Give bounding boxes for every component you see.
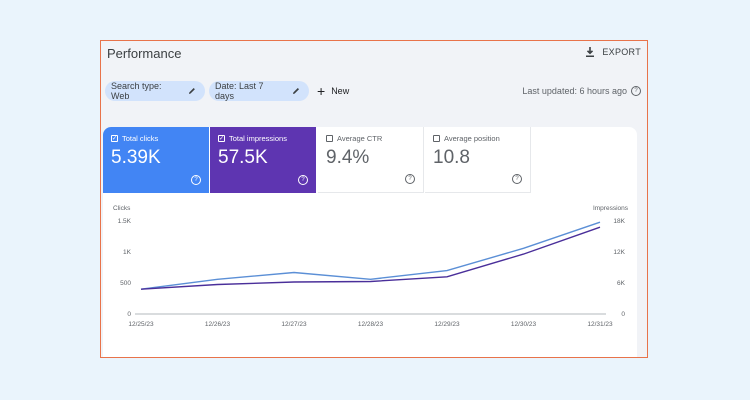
x-tick-label: 12/29/23 [434,321,460,328]
export-button[interactable]: EXPORT [584,46,641,58]
filter-toolbar: Search type: Web Date: Last 7 days + New… [105,81,643,103]
series-line-total-impressions [140,226,601,290]
performance-panel: Performance EXPORT Search type: Web Date… [100,40,648,358]
last-updated: Last updated: 6 hours ago ? [522,81,641,101]
metric-value: 57.5K [218,147,268,168]
help-icon[interactable]: ? [405,174,415,184]
help-icon[interactable]: ? [512,174,522,184]
new-label: New [331,86,350,96]
x-tick-label: 12/26/23 [205,321,231,328]
last-updated-text: Last updated: 6 hours ago [522,86,627,96]
y-left-tick-label: 1K [123,249,132,256]
download-icon [586,47,595,57]
checkbox-checked-icon[interactable]: ✓ [218,135,225,142]
y-right-tick-label: 6K [617,280,626,287]
metric-value: 9.4% [326,147,370,168]
x-tick-label: 12/31/23 [587,321,613,328]
y-left-tick-label: 1.5K [118,218,132,225]
search-type-label: Search type: Web [111,81,162,101]
metric-value: 10.8 [433,147,470,168]
x-tick-label: 12/30/23 [511,321,537,328]
date-label: Date: Last 7 days [215,81,264,101]
metric-total-clicks[interactable]: ✓ Total clicks 5.39K ? [103,127,209,193]
series-line-total-clicks [140,221,601,290]
x-tick-label: 12/27/23 [281,321,307,328]
page-title: Performance [107,46,182,61]
checkbox-unchecked-icon[interactable] [326,135,333,142]
checkbox-unchecked-icon[interactable] [433,135,440,142]
plus-icon: + [317,83,326,99]
edit-icon [293,88,299,94]
help-icon[interactable]: ? [191,175,201,185]
metric-label: Average position [444,134,500,143]
y-axis-left-title: Clicks [113,205,131,212]
y-right-tick-label: 18K [613,218,625,225]
performance-chart: Clicks Impressions 1.5K 1K 500 0 18K 12K 6K 0 12/2… [113,205,629,328]
y-left-tick-label: 500 [120,280,131,287]
metric-label: Average CTR [337,134,383,143]
x-tick-label: 12/28/23 [358,321,384,328]
y-left-tick-label: 0 [127,311,131,318]
metric-label: Total clicks [122,134,159,143]
metric-label: Total impressions [229,134,287,143]
x-tick-label: 12/25/23 [128,321,154,328]
panel-header: Performance EXPORT [101,41,647,71]
metric-average-position[interactable]: Average position 10.8 ? [425,127,531,193]
help-icon[interactable]: ? [631,86,641,96]
date-chip[interactable]: Date: Last 7 days [209,81,309,101]
new-filter-button[interactable]: + New [317,81,349,101]
y-axis-right-title: Impressions [593,205,629,212]
performance-card: ✓ Total clicks 5.39K ? ✓ Total impressions… [103,127,637,357]
checkbox-checked-icon[interactable]: ✓ [111,135,118,142]
y-right-tick-label: 0 [621,311,625,318]
metric-total-impressions[interactable]: ✓ Total impressions 57.5K ? [210,127,316,193]
metric-value: 5.39K [111,147,161,168]
export-label: EXPORT [602,47,641,57]
help-icon[interactable]: ? [298,175,308,185]
metric-average-ctr[interactable]: Average CTR 9.4% ? [318,127,424,193]
search-type-chip[interactable]: Search type: Web [105,81,205,101]
y-right-tick-label: 12K [613,249,625,256]
edit-icon [189,88,196,94]
